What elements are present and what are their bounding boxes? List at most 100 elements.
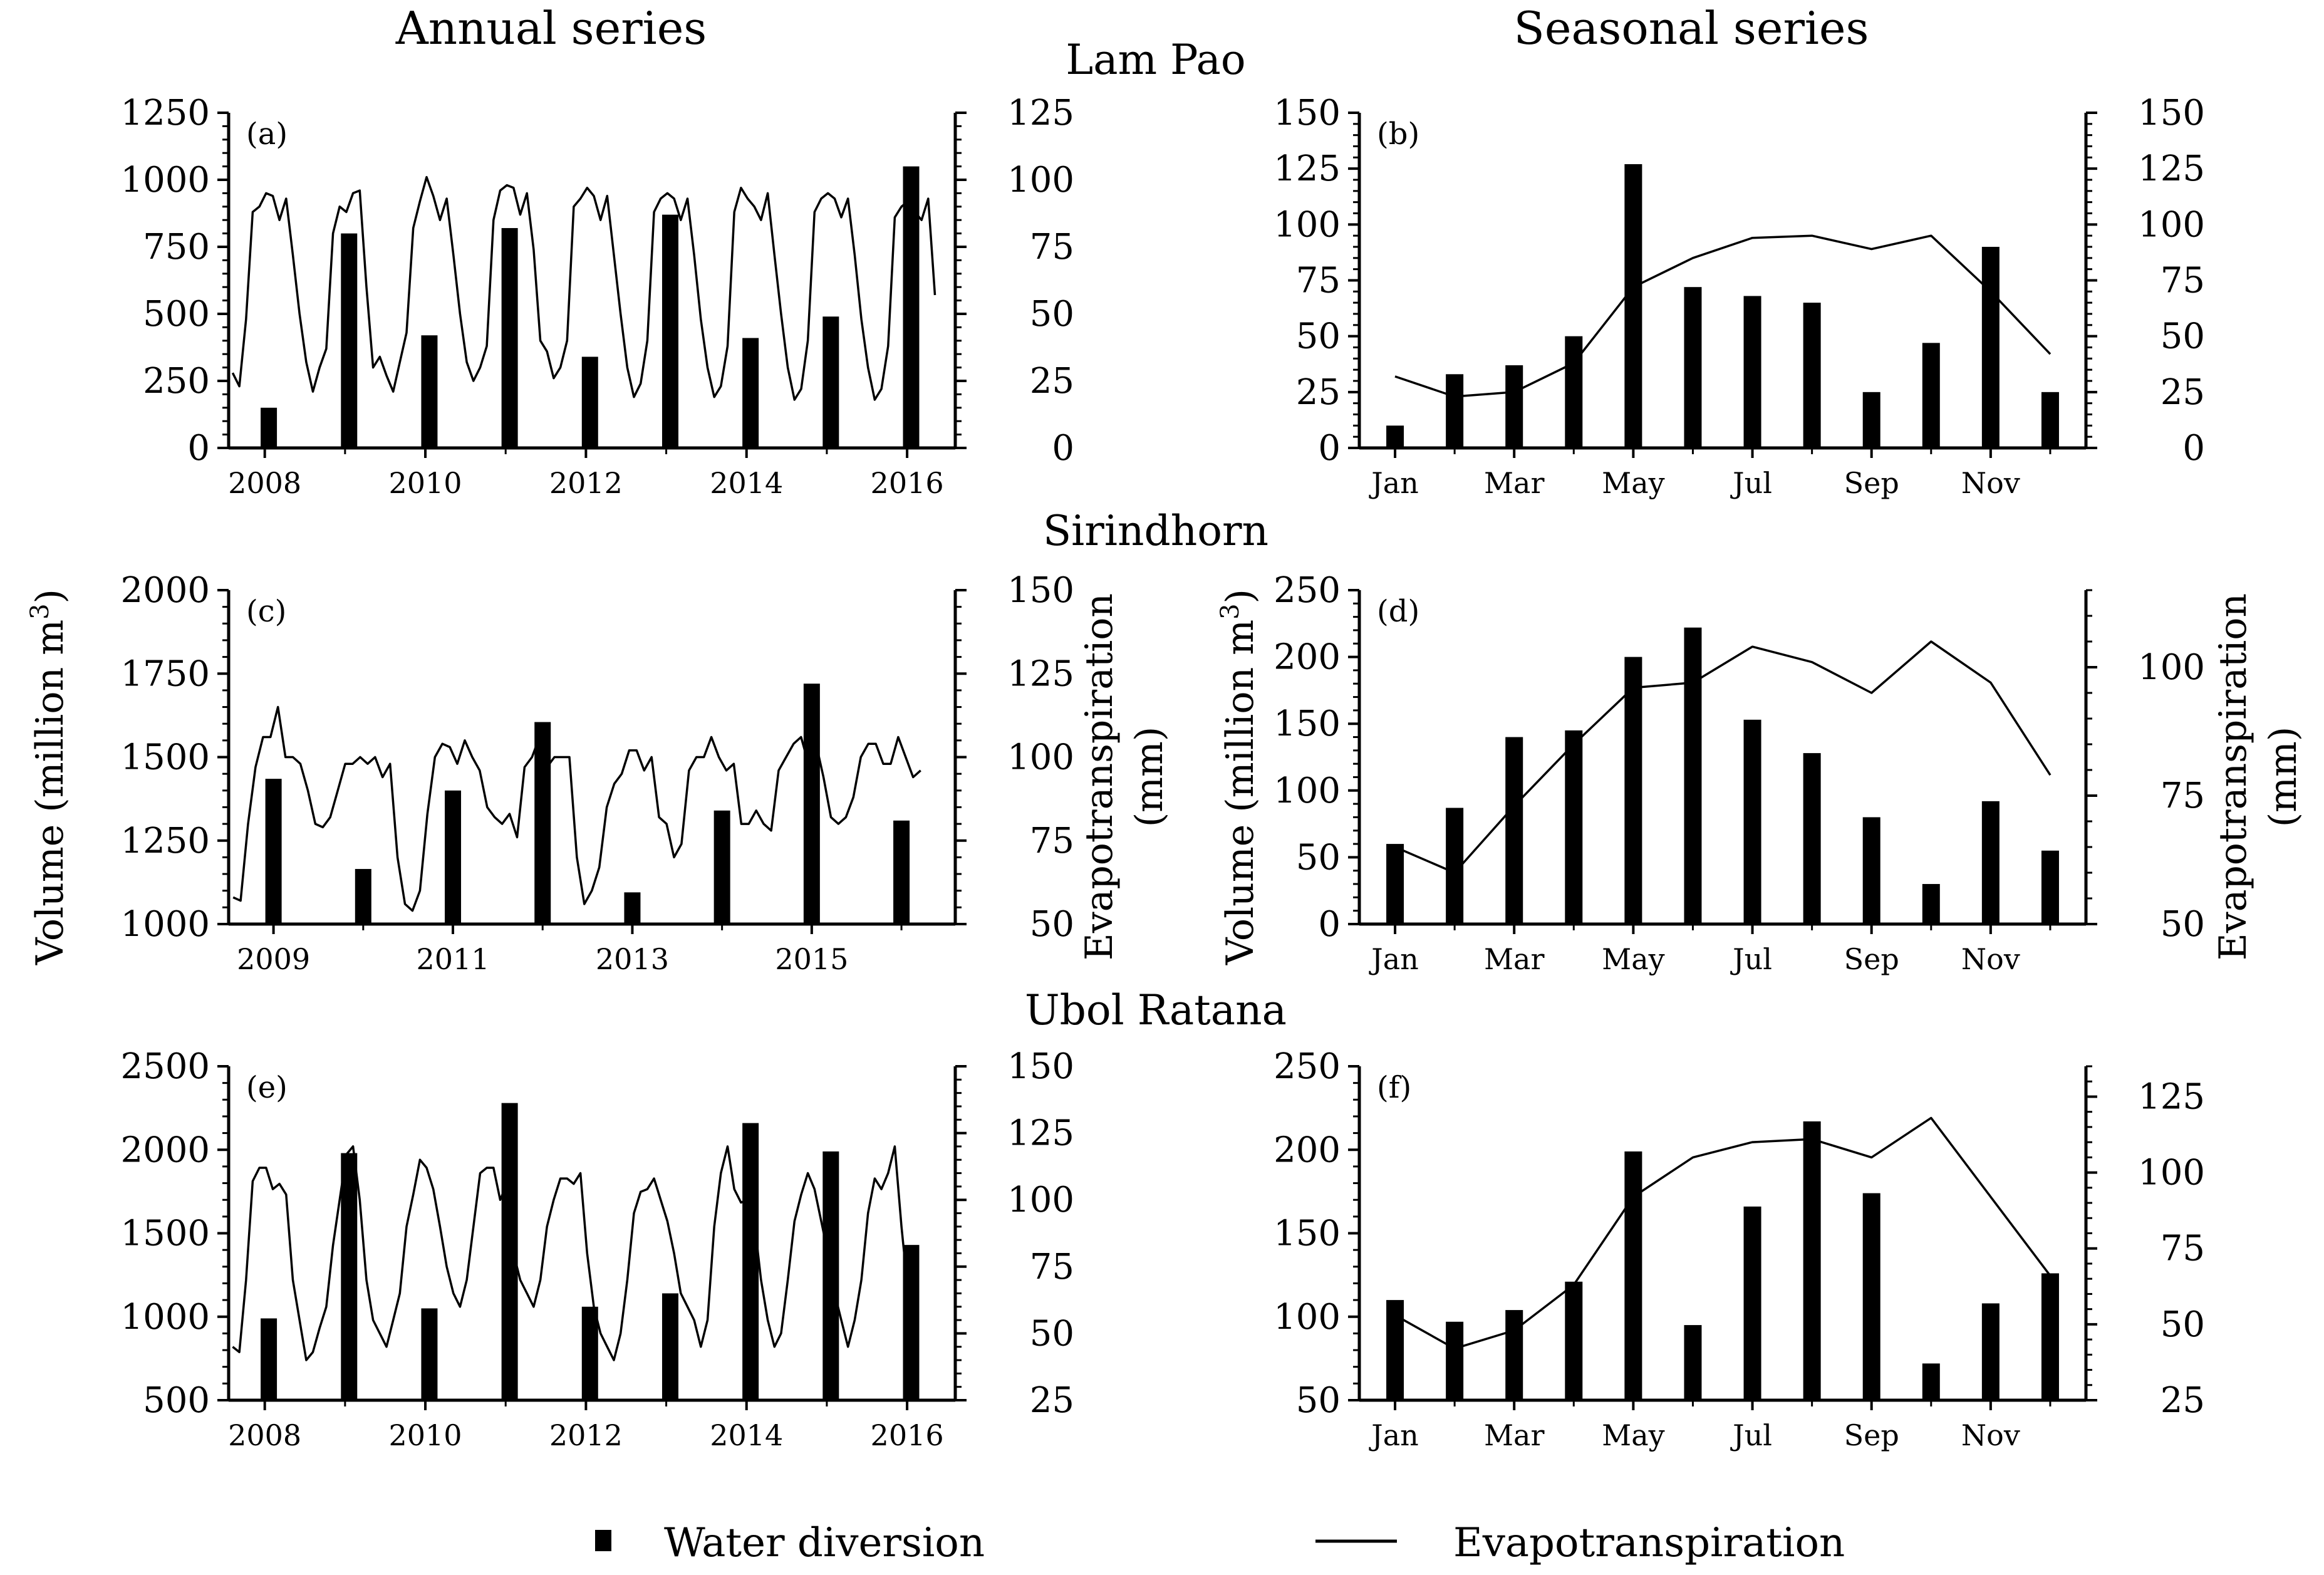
- volume-title-close-d: ): [1218, 589, 1262, 603]
- left-tick-label: 150: [1274, 93, 1341, 133]
- right-tick-label: 75: [1030, 821, 1074, 861]
- x-tick-label: May: [1602, 466, 1665, 500]
- left-tick-label: 150: [1274, 1214, 1341, 1254]
- x-tick-label: May: [1602, 942, 1665, 976]
- left-tick-label: 50: [1296, 316, 1341, 357]
- panel-f: 50 100 150 200 250 25 50 75 100 125 Jan Mar May Jul Se…: [1274, 1046, 2205, 1452]
- bar-a-6: [742, 338, 759, 448]
- legend: Water diversion Evapotranspiration: [595, 1520, 1845, 1566]
- right-tick-label: 125: [1007, 93, 1074, 133]
- bar-b-4: [1624, 164, 1642, 448]
- x-tick-label: 2014: [710, 1418, 783, 1452]
- bar-c-3: [534, 722, 551, 924]
- bar-a-5: [661, 214, 678, 448]
- bar-f-8: [1862, 1193, 1880, 1400]
- x-tick-label: 2016: [871, 1418, 944, 1452]
- bar-a-2: [421, 335, 438, 448]
- x-tick-label: Jan: [1369, 466, 1419, 500]
- panel-e: 500 1000 1500 2000 2500 25 50 75 100 125 150 2008 20…: [120, 1046, 1074, 1452]
- bar-a-4: [581, 356, 598, 448]
- panel-label-e: (e): [246, 1070, 288, 1105]
- legend-bar-label: Water diversion: [664, 1520, 985, 1566]
- header-annual: Annual series: [395, 2, 707, 55]
- bar-b-2: [1505, 365, 1523, 448]
- bar-d-3: [1565, 730, 1583, 924]
- x-tick-label: 2013: [596, 942, 669, 976]
- bar-b-5: [1684, 287, 1702, 448]
- right-tick-label: 125: [2138, 1076, 2205, 1117]
- right-tick-label: 0: [2182, 428, 2205, 469]
- bar-d-8: [1862, 817, 1880, 924]
- bar-d-0: [1386, 844, 1404, 924]
- left-tick-label: 1000: [120, 1297, 210, 1338]
- x-tick-label: 2010: [388, 1418, 462, 1452]
- right-tick-label: 0: [1052, 428, 1074, 469]
- bar-f-3: [1565, 1281, 1583, 1400]
- x-tick-label: 2008: [228, 466, 301, 500]
- left-tick-label: 1250: [120, 93, 210, 133]
- et-line-a: [231, 175, 936, 401]
- left-tick-label: 100: [1274, 204, 1341, 245]
- bar-f-7: [1803, 1121, 1821, 1400]
- panel-label-f: (f): [1377, 1070, 1411, 1105]
- bar-a-8: [903, 166, 920, 448]
- et-line-e: [232, 1145, 910, 1361]
- left-tick-label: 100: [1274, 1297, 1341, 1338]
- volume-title-sup: 3: [26, 603, 54, 619]
- bar-e-2: [421, 1308, 438, 1400]
- bar-b-3: [1565, 336, 1583, 448]
- et-title-line1: Evapotranspiration: [1077, 593, 1121, 960]
- bar-b-9: [1922, 343, 1940, 448]
- x-tick-label: May: [1602, 1418, 1665, 1452]
- bar-d-10: [1981, 801, 2000, 924]
- site-title-ubol-ratana: Ubol Ratana: [1025, 986, 1287, 1034]
- x-tick-label: 2009: [237, 942, 310, 976]
- bar-c-1: [355, 869, 371, 924]
- x-tick-label: Sep: [1844, 1418, 1899, 1452]
- volume-title-main-d: Volume (million m: [1218, 620, 1262, 965]
- bar-b-6: [1743, 296, 1761, 448]
- left-tick-label: 0: [187, 428, 210, 469]
- et-line-b: [1394, 234, 2052, 398]
- bar-a-0: [261, 407, 278, 448]
- header-seasonal: Seasonal series: [1514, 2, 1869, 55]
- left-tick-label: 1000: [120, 160, 210, 200]
- x-tick-label: 2010: [388, 466, 462, 500]
- bar-c-6: [803, 684, 820, 924]
- left-tick-label: 500: [143, 1380, 210, 1421]
- x-tick-label: 2016: [871, 466, 944, 500]
- bar-e-5: [661, 1293, 678, 1400]
- right-tick-label: 75: [2161, 1229, 2205, 1269]
- site-title-lam-pao: Lam Pao: [1066, 36, 1245, 84]
- bar-e-1: [341, 1153, 358, 1400]
- left-tick-label: 250: [1274, 570, 1341, 611]
- panel-label-a: (a): [246, 117, 288, 152]
- left-tick-label: 100: [1274, 771, 1341, 811]
- et-title-line2-d: (mm): [2261, 727, 2305, 828]
- left-tick-label: 125: [1274, 148, 1341, 189]
- left-tick-label: 25: [1296, 372, 1341, 413]
- bar-d-2: [1505, 737, 1523, 924]
- x-tick-label: Sep: [1844, 942, 1899, 976]
- panel-a: 0 250 500 750 1000 1250 0 25 50 75 100 125 2008 2010 2…: [120, 93, 1074, 500]
- bar-b-11: [2041, 392, 2059, 448]
- right-tick-label: 100: [1007, 160, 1074, 200]
- panel-d: 0 50 100 150 200 250 50 75 100 Jan Mar May Jul Sep Nov…: [1274, 570, 2205, 976]
- right-tick-label: 100: [1007, 737, 1074, 778]
- left-tick-label: 250: [1274, 1046, 1341, 1087]
- bar-a-1: [341, 233, 358, 448]
- left-tick-label: 50: [1296, 1380, 1341, 1421]
- panel-c: 1000 1250 1500 1750 2000 50 75 100 125 150 2009 201…: [120, 570, 1074, 976]
- bar-f-4: [1624, 1151, 1642, 1400]
- y-axis-title-et-left-panel: Evapotranspiration (mm): [1077, 593, 1171, 960]
- left-tick-label: 750: [143, 227, 210, 268]
- left-tick-label: 150: [1274, 704, 1341, 744]
- bar-c-4: [624, 892, 641, 924]
- panel-label-c: (c): [246, 594, 286, 629]
- bar-d-9: [1922, 884, 1940, 924]
- right-tick-label: 25: [2161, 1380, 2205, 1421]
- bar-f-0: [1386, 1300, 1404, 1400]
- right-tick-label: 100: [2138, 1153, 2205, 1193]
- x-tick-label: Mar: [1484, 942, 1545, 976]
